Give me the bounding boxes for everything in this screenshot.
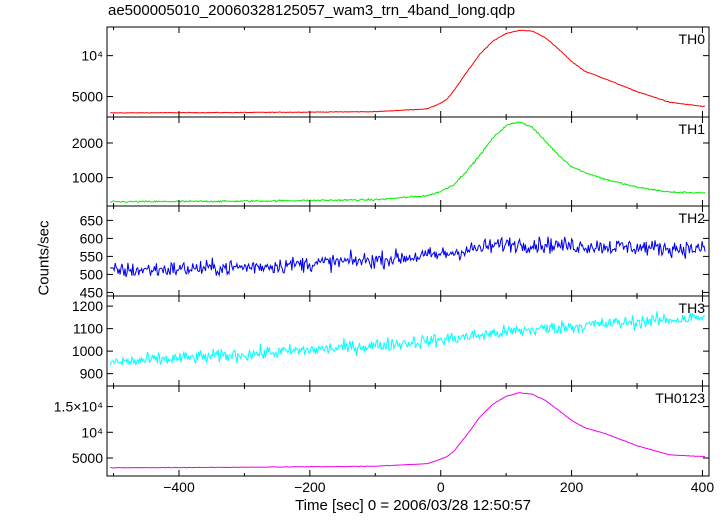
series-line-th1 <box>110 121 706 203</box>
y-tick-label: 900 <box>80 366 104 382</box>
y-tick-label: 1200 <box>72 298 103 314</box>
y-tick-label: 1.5×10⁴ <box>54 399 103 415</box>
y-tick-label: 10⁴ <box>81 48 103 64</box>
y-tick-label: 550 <box>80 248 104 264</box>
panel-label-th1: TH1 <box>679 121 706 137</box>
y-tick-label: 600 <box>80 230 104 246</box>
series-line-th2 <box>109 236 706 278</box>
x-axis-label: Time [sec] 0 = 2006/03/28 12:50:57 <box>295 497 531 514</box>
panel-frame-th0123 <box>106 385 710 477</box>
panel-frame-th2 <box>106 205 710 297</box>
y-tick-label: 1100 <box>73 321 103 337</box>
y-tick-label: 450 <box>80 284 104 300</box>
series-line-th3 <box>109 311 706 366</box>
x-tick-label: 400 <box>691 479 715 495</box>
panel-label-th3: TH3 <box>679 300 706 316</box>
chart-title: ae500005010_20060328125057_wam3_trn_4ban… <box>108 2 516 19</box>
panel-frame-th3 <box>106 295 710 387</box>
panel-frame-th0 <box>106 26 710 118</box>
series-line-th0123 <box>110 392 706 469</box>
x-tick-label: −200 <box>294 479 326 495</box>
x-tick-label: −400 <box>163 479 195 495</box>
y-tick-label: 5000 <box>72 89 103 105</box>
y-tick-label: 10⁴ <box>81 424 103 440</box>
x-tick-label: 0 <box>437 479 445 495</box>
x-tick-label: 200 <box>560 479 584 495</box>
y-tick-label: 650 <box>80 212 104 228</box>
y-tick-label: 500 <box>80 266 104 282</box>
y-tick-label: 1000 <box>72 343 103 359</box>
panel-label-th0: TH0 <box>679 31 706 47</box>
panel-label-th2: TH2 <box>679 210 706 226</box>
y-tick-label: 1000 <box>72 170 103 186</box>
series-line-th0 <box>110 29 706 114</box>
y-tick-label: 2000 <box>72 135 103 151</box>
y-tick-label: 5000 <box>72 450 103 466</box>
panel-frame-th1 <box>106 116 710 207</box>
panel-label-th0123: TH0123 <box>655 390 705 406</box>
y-axis-label: Counts/sec <box>35 220 53 296</box>
